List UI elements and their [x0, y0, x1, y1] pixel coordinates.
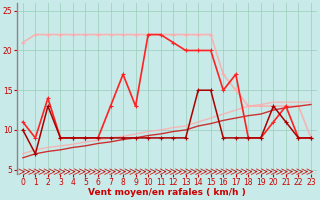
X-axis label: Vent moyen/en rafales ( km/h ): Vent moyen/en rafales ( km/h ) — [88, 188, 246, 197]
